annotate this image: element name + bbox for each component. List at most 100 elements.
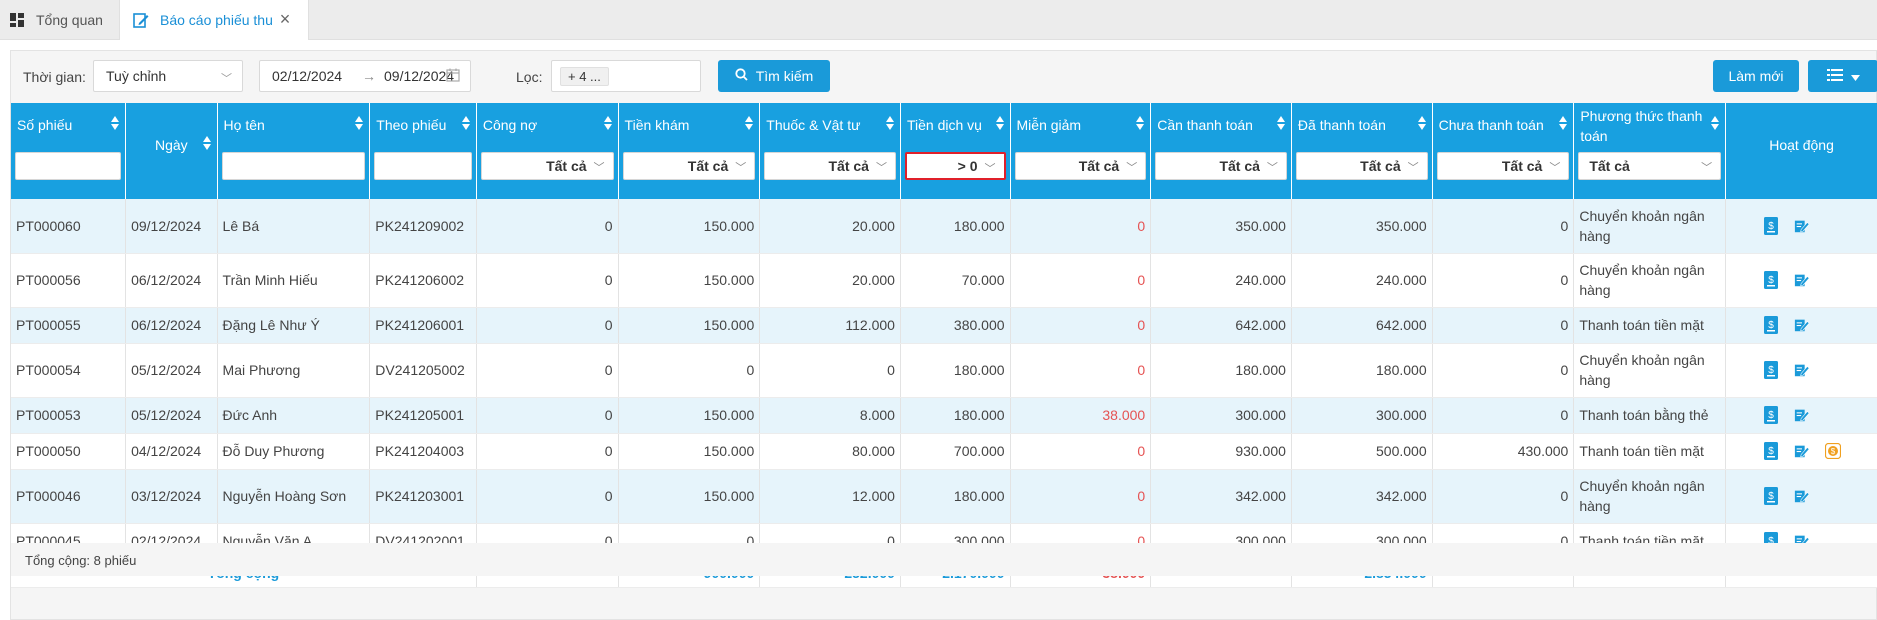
time-range-select[interactable]: Tuỳ chỉnh ﹀ — [93, 60, 243, 92]
filter-da-thanh-toan[interactable]: Tất cả ﹀ — [1295, 152, 1428, 180]
col-theo-phieu[interactable]: Theo phiếu — [369, 103, 477, 199]
col-can-thanh-toan[interactable]: Cần thanh toán Tất cả ﹀ — [1150, 103, 1292, 199]
col-tien-kham[interactable]: Tiền khám Tất cả ﹀ — [618, 103, 761, 199]
sort-icon[interactable] — [995, 116, 1005, 130]
filter-mien-giam[interactable]: Tất cả ﹀ — [1014, 152, 1147, 180]
table-row[interactable]: PT000050 04/12/2024 Đỗ Duy Phương PK2412040… — [11, 433, 1877, 470]
edit-icon[interactable] — [1794, 442, 1810, 460]
cell-so: PT000050 — [11, 433, 127, 470]
table-row[interactable]: PT000046 03/12/2024 Nguyễn Hoàng Sơn PK2412… — [11, 469, 1877, 524]
filter-phuong-thuc[interactable]: Tất cả ﹀ — [1578, 152, 1722, 180]
cell-chua: 0 — [1432, 397, 1575, 434]
receipt-icon[interactable]: $ — [1763, 361, 1779, 379]
sort-icon[interactable] — [885, 116, 895, 130]
sort-icon[interactable] — [1710, 116, 1720, 130]
col-so-phieu[interactable]: Số phiếu — [11, 103, 127, 199]
table-row[interactable]: PT000056 06/12/2024 Trần Minh Hiếu PK241206… — [11, 253, 1877, 308]
receipt-icon[interactable]: $ — [1763, 406, 1779, 424]
sort-icon[interactable] — [354, 116, 364, 130]
filter-chip[interactable]: + 4 ... — [560, 66, 609, 86]
receipt-icon[interactable]: $ — [1763, 316, 1779, 334]
receipt-icon[interactable]: $ — [1763, 216, 1779, 235]
cell-theo: PK241204003 — [369, 433, 477, 470]
sort-icon[interactable] — [1558, 116, 1568, 130]
tab-overview-label: Tổng quan — [36, 12, 103, 28]
main-area: Thời gian: Tuỳ chỉnh ﹀ 02/12/2024 → 09/1… — [0, 41, 1877, 620]
sort-icon[interactable] — [110, 116, 120, 130]
col-chua-thanh-toan[interactable]: Chưa thanh toán Tất cả ﹀ — [1432, 103, 1575, 199]
sort-icon[interactable] — [744, 116, 754, 130]
tab-overview[interactable]: Tổng quan — [0, 0, 118, 40]
receipt-table: Số phiếu Ngày Họ tên — [11, 103, 1877, 588]
col-ngay[interactable]: Ngày — [125, 103, 218, 199]
calendar-icon[interactable] — [446, 68, 460, 85]
search-button[interactable]: Tìm kiếm — [718, 60, 830, 92]
filter-label: Lọc: — [516, 69, 543, 85]
list-icon — [1826, 68, 1843, 84]
sort-icon[interactable] — [1276, 116, 1286, 130]
table-row[interactable]: PT000053 05/12/2024 Đức Anh PK241205001 0 150… — [11, 397, 1877, 434]
cell-ngay: 09/12/2024 — [125, 199, 218, 254]
filter-tien-dich-vu[interactable]: > 0 ﹀ — [904, 152, 1006, 180]
filter-chua-thanh-toan[interactable]: Tất cả ﹀ — [1436, 152, 1570, 180]
filter-thuoc-vat-tu[interactable]: Tất cả ﹀ — [764, 152, 896, 180]
cell-mien: 0 — [1010, 469, 1152, 524]
filter-cong-no[interactable]: Tất cả ﹀ — [480, 152, 614, 180]
sort-icon[interactable] — [202, 136, 212, 150]
receipt-icon[interactable]: $ — [1763, 442, 1779, 460]
date-range-picker[interactable]: 02/12/2024 → 09/12/2024 — [259, 60, 471, 92]
cell-can: 642.000 — [1150, 307, 1292, 344]
filter-ho-ten[interactable] — [221, 152, 366, 180]
cell-so: PT000053 — [11, 397, 127, 434]
col-thuoc-vat-tu[interactable]: Thuốc & Vật tư Tất cả ﹀ — [759, 103, 901, 199]
cell-thuoc: 112.000 — [759, 307, 901, 344]
edit-icon[interactable] — [1794, 361, 1810, 379]
filter-input[interactable]: + 4 ... — [551, 60, 701, 92]
cell-actions: $ — [1725, 199, 1877, 254]
sort-icon[interactable] — [461, 116, 471, 130]
date-from[interactable]: 02/12/2024 — [272, 68, 343, 84]
col-ho-ten[interactable]: Họ tên — [217, 103, 371, 199]
sort-icon[interactable] — [603, 116, 613, 130]
table-row[interactable]: PT000054 05/12/2024 Mai Phương DV241205002 0… — [11, 343, 1877, 398]
cell-congno: 0 — [476, 469, 619, 524]
payment-due-icon[interactable]: $ — [1825, 442, 1842, 460]
col-tien-dich-vu[interactable]: Tiền dịch vụ > 0 ﹀ — [900, 103, 1011, 199]
cell-ngay: 04/12/2024 — [125, 433, 218, 470]
filter-theo-phieu[interactable] — [374, 152, 472, 180]
cell-actions: $ — [1725, 343, 1877, 398]
cell-da: 300.000 — [1291, 397, 1433, 434]
column-settings-button[interactable] — [1808, 60, 1877, 92]
edit-icon[interactable] — [1794, 406, 1810, 424]
edit-icon[interactable] — [1794, 487, 1810, 505]
cell-theo: PK241209002 — [369, 199, 477, 254]
tab-receipt-report[interactable]: Báo cáo phiếu thu × — [119, 0, 309, 40]
edit-icon[interactable] — [1794, 316, 1810, 334]
sort-icon[interactable] — [1135, 116, 1145, 130]
cell-pt: Thanh toán tiền mặt — [1573, 307, 1727, 344]
col-cong-no[interactable]: Công nợ Tất cả ﹀ — [476, 103, 619, 199]
search-button-label: Tìm kiếm — [755, 68, 814, 84]
cell-da: 240.000 — [1291, 253, 1433, 308]
receipt-icon[interactable]: $ — [1763, 487, 1779, 505]
filter-tien-kham[interactable]: Tất cả ﹀ — [622, 152, 756, 180]
sort-icon[interactable] — [1417, 116, 1427, 130]
col-da-thanh-toan[interactable]: Đã thanh toán Tất cả ﹀ — [1291, 103, 1433, 199]
table-row[interactable]: PT000055 06/12/2024 Đặng Lê Như Ý PK2412060… — [11, 307, 1877, 344]
receipt-icon[interactable]: $ — [1763, 271, 1779, 289]
close-icon[interactable]: × — [279, 9, 291, 29]
refresh-button[interactable]: Làm mới — [1713, 60, 1799, 92]
filter-so-phieu[interactable] — [15, 152, 122, 180]
edit-icon[interactable] — [1794, 271, 1810, 289]
date-to[interactable]: 09/12/2024 — [384, 68, 455, 84]
col-mien-giam[interactable]: Miễn giảm Tất cả ﹀ — [1010, 103, 1152, 199]
cell-ngay: 05/12/2024 — [125, 397, 218, 434]
cell-congno: 0 — [476, 343, 619, 398]
edit-icon[interactable] — [1794, 217, 1810, 235]
chevron-down-icon: ﹀ — [593, 162, 605, 174]
filter-can-thanh-toan[interactable]: Tất cả ﹀ — [1155, 152, 1287, 180]
cell-mien: 38.000 — [1010, 397, 1152, 434]
col-phuong-thuc[interactable]: Phương thức thanh toán Tất cả ﹀ — [1573, 103, 1727, 199]
table-row[interactable]: PT000060 09/12/2024 Lê Bá PK241209002 0 150.0… — [11, 199, 1877, 254]
cell-chua: 0 — [1432, 469, 1575, 524]
